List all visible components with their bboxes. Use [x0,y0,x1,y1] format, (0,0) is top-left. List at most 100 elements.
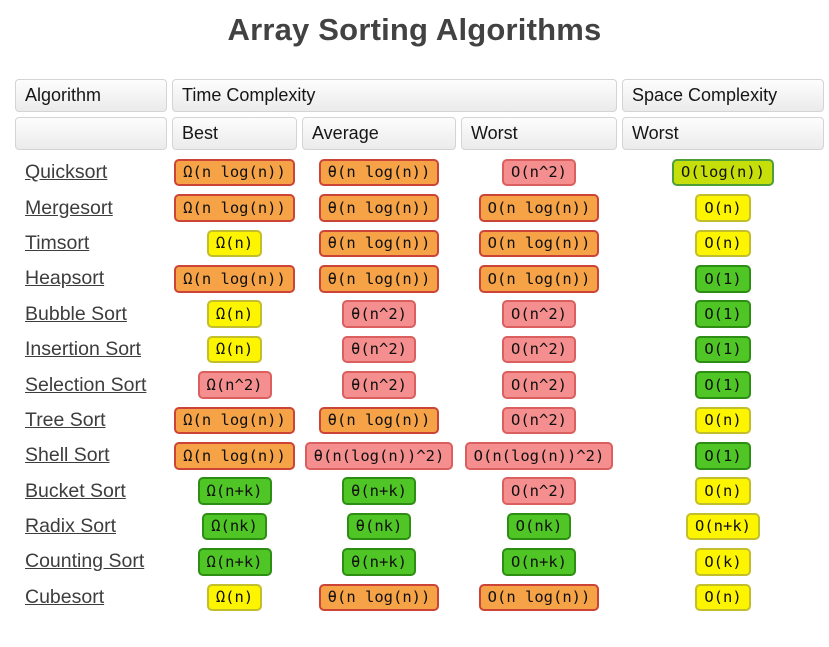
space-complexity-badge: O(1) [695,442,751,470]
space-cell-insertion-sort: O(1) [622,332,824,367]
best-cell-cubesort: Ω(n) [172,580,297,615]
table-row-timsort: Timsort [15,226,167,261]
algorithm-link-timsort[interactable]: Timsort [25,231,90,254]
average-cell-counting-sort: θ(n+k) [302,544,456,579]
best-complexity-badge: Ω(nk) [202,512,267,541]
algorithm-link-selection-sort[interactable]: Selection Sort [25,373,147,396]
best-complexity-badge: Ω(n) [206,300,263,329]
worst-complexity-badge: O(n(log(n))^2) [464,442,614,470]
table-row-heapsort: Heapsort [15,261,167,296]
average-cell-bucket-sort: θ(n+k) [302,474,456,509]
space-complexity-badge: O(n) [695,194,751,222]
space-cell-quicksort: O(log(n)) [622,155,824,190]
worst-complexity-badge: O(n log(n)) [478,194,600,222]
average-complexity-badge: θ(n log(n)) [318,229,440,258]
algorithm-link-bubble-sort[interactable]: Bubble Sort [25,302,127,325]
table-row-radix-sort: Radix Sort [15,509,167,544]
worst-cell-selection-sort: O(n^2) [461,367,617,402]
space-cell-radix-sort: O(n+k) [622,509,824,544]
table-row-selection-sort: Selection Sort [15,367,167,402]
header-worst: Worst [461,117,617,150]
algorithm-link-radix-sort[interactable]: Radix Sort [25,515,117,538]
worst-complexity-badge: O(n log(n)) [478,583,600,612]
space-cell-shell-sort: O(1) [622,438,824,473]
worst-complexity-badge: O(n^2) [502,335,576,364]
algorithm-link-counting-sort[interactable]: Counting Sort [25,550,145,573]
space-cell-bucket-sort: O(n) [622,474,824,509]
algorithm-link-tree-sort[interactable]: Tree Sort [25,408,106,431]
worst-cell-heapsort: O(n log(n)) [461,261,617,296]
worst-complexity-badge: O(n log(n)) [478,229,600,258]
header-average: Average [302,117,456,150]
average-cell-mergesort: θ(n log(n)) [302,190,456,225]
algorithm-link-cubesort[interactable]: Cubesort [25,585,105,608]
header-space-worst: Worst [622,117,824,150]
space-cell-selection-sort: O(1) [622,367,824,402]
best-complexity-badge: Ω(n log(n)) [174,194,295,222]
best-complexity-badge: Ω(n) [206,583,263,612]
worst-cell-tree-sort: O(n^2) [461,403,617,438]
average-complexity-badge: θ(n log(n)) [318,158,440,187]
worst-cell-quicksort: O(n^2) [461,155,617,190]
complexity-table: Algorithm Time Complexity Space Complexi… [15,79,829,615]
page-title: Array Sorting Algorithms [227,12,602,47]
algorithm-link-shell-sort[interactable]: Shell Sort [25,444,110,467]
best-cell-radix-sort: Ω(nk) [172,509,297,544]
best-cell-bucket-sort: Ω(n+k) [172,474,297,509]
table-row-shell-sort: Shell Sort [15,438,167,473]
table-row-bubble-sort: Bubble Sort [15,297,167,332]
average-cell-shell-sort: θ(n(log(n))^2) [302,438,456,473]
average-complexity-badge: θ(n(log(n))^2) [304,442,454,470]
space-complexity-badge: O(n) [695,477,751,505]
average-cell-selection-sort: θ(n^2) [302,367,456,402]
worst-complexity-badge: O(n^2) [502,158,576,187]
table-row-quicksort: Quicksort [15,155,167,190]
average-complexity-badge: θ(n^2) [342,300,416,329]
average-cell-cubesort: θ(n log(n)) [302,580,456,615]
worst-complexity-badge: O(n^2) [502,477,576,505]
algorithm-link-quicksort[interactable]: Quicksort [25,161,108,184]
average-complexity-badge: θ(nk) [346,512,412,541]
average-cell-timsort: θ(n log(n)) [302,226,456,261]
space-complexity-badge: O(1) [695,300,751,329]
space-cell-heapsort: O(1) [622,261,824,296]
header-algorithm: Algorithm [15,79,167,112]
algorithm-link-bucket-sort[interactable]: Bucket Sort [25,479,126,502]
best-complexity-badge: Ω(n) [206,229,263,258]
average-cell-heapsort: θ(n log(n)) [302,261,456,296]
header-space-complexity: Space Complexity [622,79,824,112]
algorithm-link-mergesort[interactable]: Mergesort [25,196,113,219]
header-blank [15,117,167,150]
space-cell-mergesort: O(n) [622,190,824,225]
best-cell-heapsort: Ω(n log(n)) [172,261,297,296]
header-time-complexity: Time Complexity [172,79,617,112]
best-complexity-badge: Ω(n log(n)) [174,406,295,435]
average-complexity-badge: θ(n log(n)) [318,194,440,222]
space-cell-bubble-sort: O(1) [622,297,824,332]
header-best: Best [172,117,297,150]
space-complexity-badge: O(1) [695,335,751,364]
table-row-bucket-sort: Bucket Sort [15,474,167,509]
space-cell-tree-sort: O(n) [622,403,824,438]
worst-complexity-badge: O(n^2) [502,406,576,435]
best-complexity-badge: Ω(n+k) [197,477,272,505]
average-cell-radix-sort: θ(nk) [302,509,456,544]
space-cell-timsort: O(n) [622,226,824,261]
worst-cell-insertion-sort: O(n^2) [461,332,617,367]
algorithm-link-insertion-sort[interactable]: Insertion Sort [25,338,141,361]
worst-complexity-badge: O(n^2) [502,371,576,399]
average-complexity-badge: θ(n+k) [342,477,416,505]
algorithm-link-heapsort[interactable]: Heapsort [25,267,105,290]
space-complexity-badge: O(n) [695,229,751,258]
average-complexity-badge: θ(n log(n)) [318,583,440,612]
worst-complexity-badge: O(n^2) [502,300,576,329]
average-complexity-badge: θ(n log(n)) [318,406,440,435]
best-cell-shell-sort: Ω(n log(n)) [172,438,297,473]
worst-complexity-badge: O(n+k) [502,548,576,576]
space-complexity-badge: O(n) [695,583,751,612]
average-cell-tree-sort: θ(n log(n)) [302,403,456,438]
best-complexity-badge: Ω(n log(n)) [174,442,295,470]
best-cell-mergesort: Ω(n log(n)) [172,190,297,225]
space-cell-cubesort: O(n) [622,580,824,615]
best-cell-insertion-sort: Ω(n) [172,332,297,367]
